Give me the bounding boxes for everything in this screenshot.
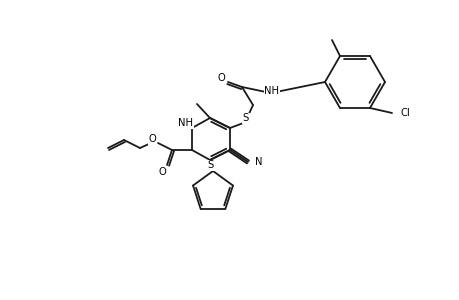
Text: Cl: Cl [400,108,410,118]
Text: O: O [217,73,224,83]
Text: NH: NH [178,118,193,128]
Text: N: N [254,157,262,167]
Text: O: O [148,134,156,144]
Text: NH: NH [264,86,279,96]
Text: S: S [207,160,213,170]
Text: S: S [242,113,249,123]
Text: O: O [158,167,166,177]
